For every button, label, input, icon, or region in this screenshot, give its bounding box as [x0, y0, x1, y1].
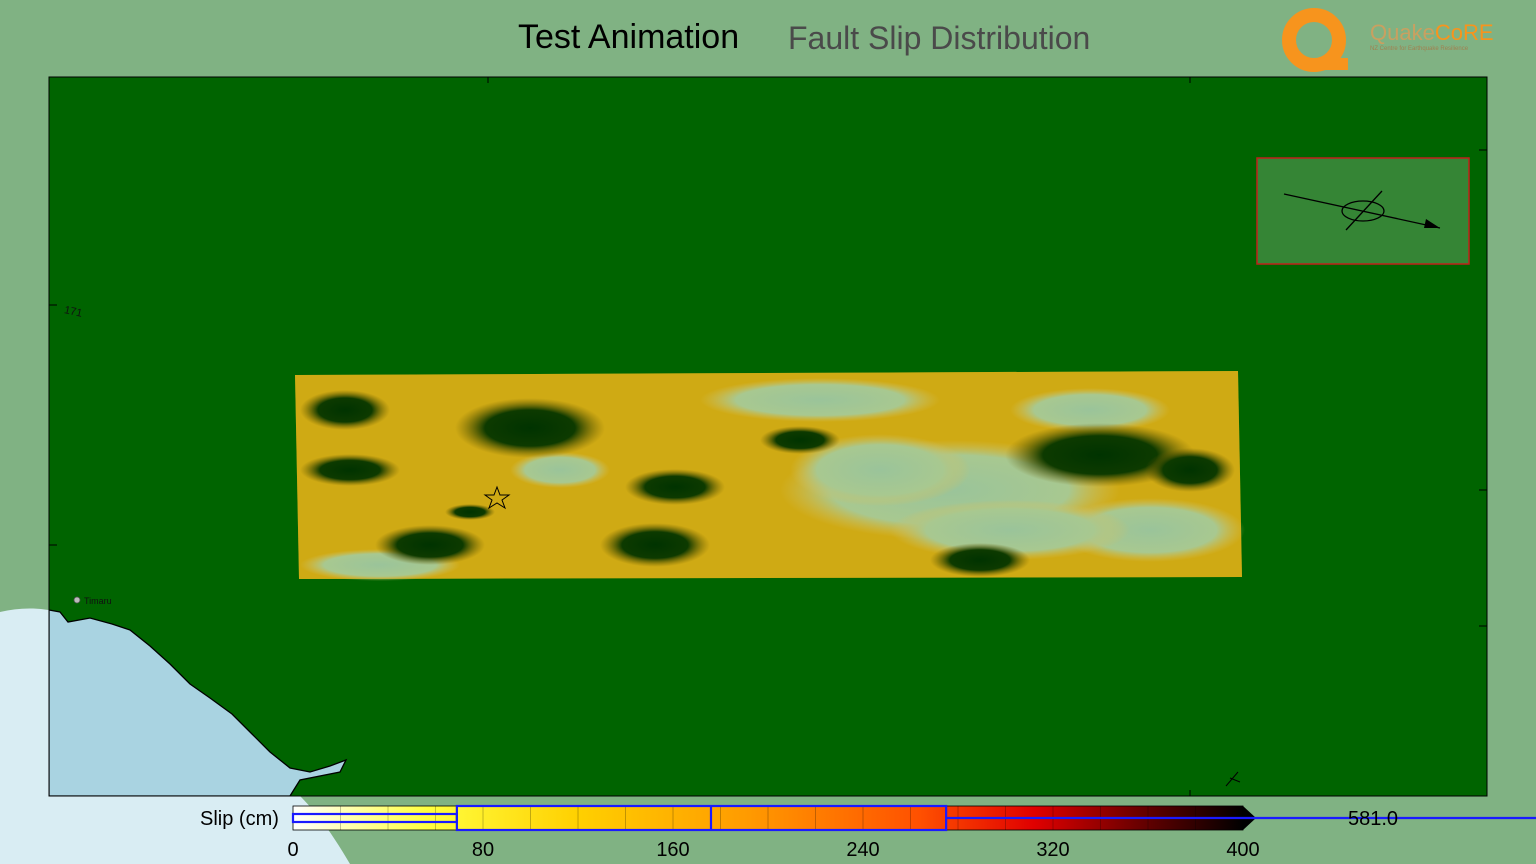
colorbar-tick-label: 0: [287, 839, 299, 861]
slip-box-whisker: [291, 804, 1536, 832]
town-marker: [73, 596, 81, 604]
coastline: [49, 609, 348, 796]
town-label: Timaru: [84, 596, 112, 606]
colorbar: [291, 804, 1536, 832]
box-lower-whisker: [291, 812, 458, 824]
grid-mark: [1225, 771, 1241, 787]
title-bar: Test Animation Fault Slip Distribution Q…: [0, 0, 1536, 76]
colorbar-label: Slip (cm): [200, 808, 279, 830]
map-frame: [48, 76, 1488, 797]
fault-orientation-icon: [1283, 190, 1441, 231]
animation-title: Test Animation: [518, 18, 740, 56]
colorbar-tick-label: 160: [656, 839, 690, 861]
logo-tagline: NZ Centre for Earthquake Resilience: [1370, 46, 1469, 52]
colorbar-tick-label: 80: [471, 839, 495, 861]
fault-plane: [295, 371, 1245, 581]
quakecore-logo: QuakeCoRE NZ Centre for Earthquake Resil…: [1278, 4, 1498, 74]
logo-wordmark: QuakeCoRE: [1370, 20, 1494, 46]
quakecore-logo-mark: [1282, 8, 1348, 72]
colorbar-tick-label: 240: [846, 839, 880, 861]
colorbar-max-label: 581.0: [1348, 808, 1399, 830]
orientation-inset: [1256, 157, 1470, 265]
plot-subtitle: Fault Slip Distribution: [788, 20, 1091, 56]
frame-ticks: [49, 77, 1487, 796]
colorbar-tick-label: 320: [1036, 839, 1070, 861]
colorbar-tick-label: 400: [1226, 839, 1260, 861]
map-area: [49, 77, 1487, 796]
logo-wordmark-b: CoRE: [1434, 20, 1494, 45]
star-icon: [483, 485, 511, 510]
logo-wordmark-a: Quake: [1370, 20, 1435, 45]
